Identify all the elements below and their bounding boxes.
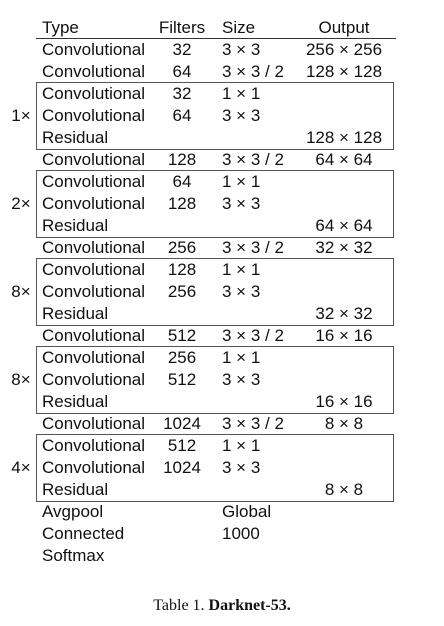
residual-block-2 [36,170,394,238]
row-10-size: 1 × 1 [222,260,261,279]
row-7-size: 3 × 3 [222,194,261,213]
row-23-output [290,545,398,567]
row-19-filters: 1024 [163,458,201,477]
darknet-53-table: Type Filters Size Output Convolutional 32… [11,18,398,567]
row-1-type: Convolutional [42,62,146,81]
table-caption: Table 1. Darknet-53. [0,596,444,616]
row-6-type: Convolutional [42,172,146,191]
block-multiplier-1: 1× [11,106,31,125]
row-22-output [290,523,398,545]
row-6-filters: 64 [172,172,192,191]
row-16-type: Residual [42,392,109,411]
row-17-type: Convolutional [42,414,146,433]
row-8-type: Residual [42,216,109,235]
row-21-output [290,501,398,523]
caption-prefix: Table 1. [153,597,209,614]
row-15-type: Convolutional [42,370,146,389]
row-5-output: 64 × 64 [315,150,373,169]
row-22-size: 1000 [222,524,260,543]
row-3-size: 3 × 3 [222,106,261,125]
row-18-filters: 512 [167,436,197,455]
row-11-type: Convolutional [42,282,146,301]
row-0-type: Convolutional [42,40,146,59]
row-4-type: Residual [42,128,109,147]
row-12-type: Residual [42,304,109,323]
header-filters: Filters [158,18,206,37]
row-9-type: Convolutional [42,238,146,257]
header-type: Type [42,18,79,37]
row-2-size: 1 × 1 [222,84,261,103]
caption-title: Darknet-53. [208,597,291,614]
row-13-output: 16 × 16 [315,326,373,345]
row-2-type: Convolutional [42,84,146,103]
row-14-type: Convolutional [42,348,146,367]
residual-block-3 [36,258,394,326]
block-multiplier-5: 4× [11,458,31,477]
row-1-size: 3 × 3 / 2 [222,62,284,81]
row-2-filters: 32 [172,84,192,103]
row-16-output: 16 × 16 [315,392,373,411]
row-15-filters: 512 [167,370,197,389]
row-21-type: Avgpool [42,502,104,521]
row-17-filters: 1024 [163,414,201,433]
row-10-filters: 128 [167,260,197,279]
row-9-output: 32 × 32 [315,238,373,257]
row-15-size: 3 × 3 [222,370,261,389]
row-13-filters: 512 [167,326,197,345]
row-13-size: 3 × 3 / 2 [222,326,284,345]
row-0-filters: 32 [172,40,192,59]
residual-block-4 [36,346,394,414]
row-21-size: Global [222,502,272,521]
row-1-output: 128 × 128 [305,62,383,81]
row-14-filters: 256 [167,348,197,367]
header-size: Size [222,18,256,37]
row-23-filters [156,545,208,567]
row-17-output: 8 × 8 [324,414,364,433]
row-5-size: 3 × 3 / 2 [222,150,284,169]
row-4-output: 128 × 128 [305,128,383,147]
row-11-filters: 256 [167,282,197,301]
block-multiplier-4: 8× [11,370,31,389]
row-9-size: 3 × 3 / 2 [222,238,284,257]
row-1-filters: 64 [172,62,192,81]
row-18-size: 1 × 1 [222,436,261,455]
row-5-type: Convolutional [42,150,146,169]
row-20-output: 8 × 8 [324,480,364,499]
row-3-filters: 64 [172,106,192,125]
row-18-type: Convolutional [42,436,146,455]
row-11-size: 3 × 3 [222,282,261,301]
row-14-size: 1 × 1 [222,348,261,367]
row-20-type: Residual [42,480,109,499]
residual-block-5 [36,434,394,502]
row-17-size: 3 × 3 / 2 [222,414,284,433]
row-19-type: Convolutional [42,458,146,477]
row-8-output: 64 × 64 [315,216,373,235]
row-0-output: 256 × 256 [305,40,383,59]
row-19-size: 3 × 3 [222,458,261,477]
residual-block-1 [36,82,394,150]
header-rule [36,38,396,39]
row-7-filters: 128 [167,194,197,213]
row-0-size: 3 × 3 [222,40,261,59]
row-22-filters [156,523,208,545]
row-9-filters: 256 [167,238,197,257]
row-22-type: Connected [42,524,125,543]
row-6-size: 1 × 1 [222,172,261,191]
row-13-type: Convolutional [42,326,146,345]
row-10-type: Convolutional [42,260,146,279]
row-21-filters [156,501,208,523]
block-multiplier-2: 2× [11,194,31,213]
row-12-output: 32 × 32 [315,304,373,323]
row-5-filters: 128 [167,150,197,169]
row-7-type: Convolutional [42,194,146,213]
header-output: Output [318,18,370,37]
row-23-type: Softmax [42,546,105,565]
block-multiplier-3: 8× [11,282,31,301]
row-3-type: Convolutional [42,106,146,125]
